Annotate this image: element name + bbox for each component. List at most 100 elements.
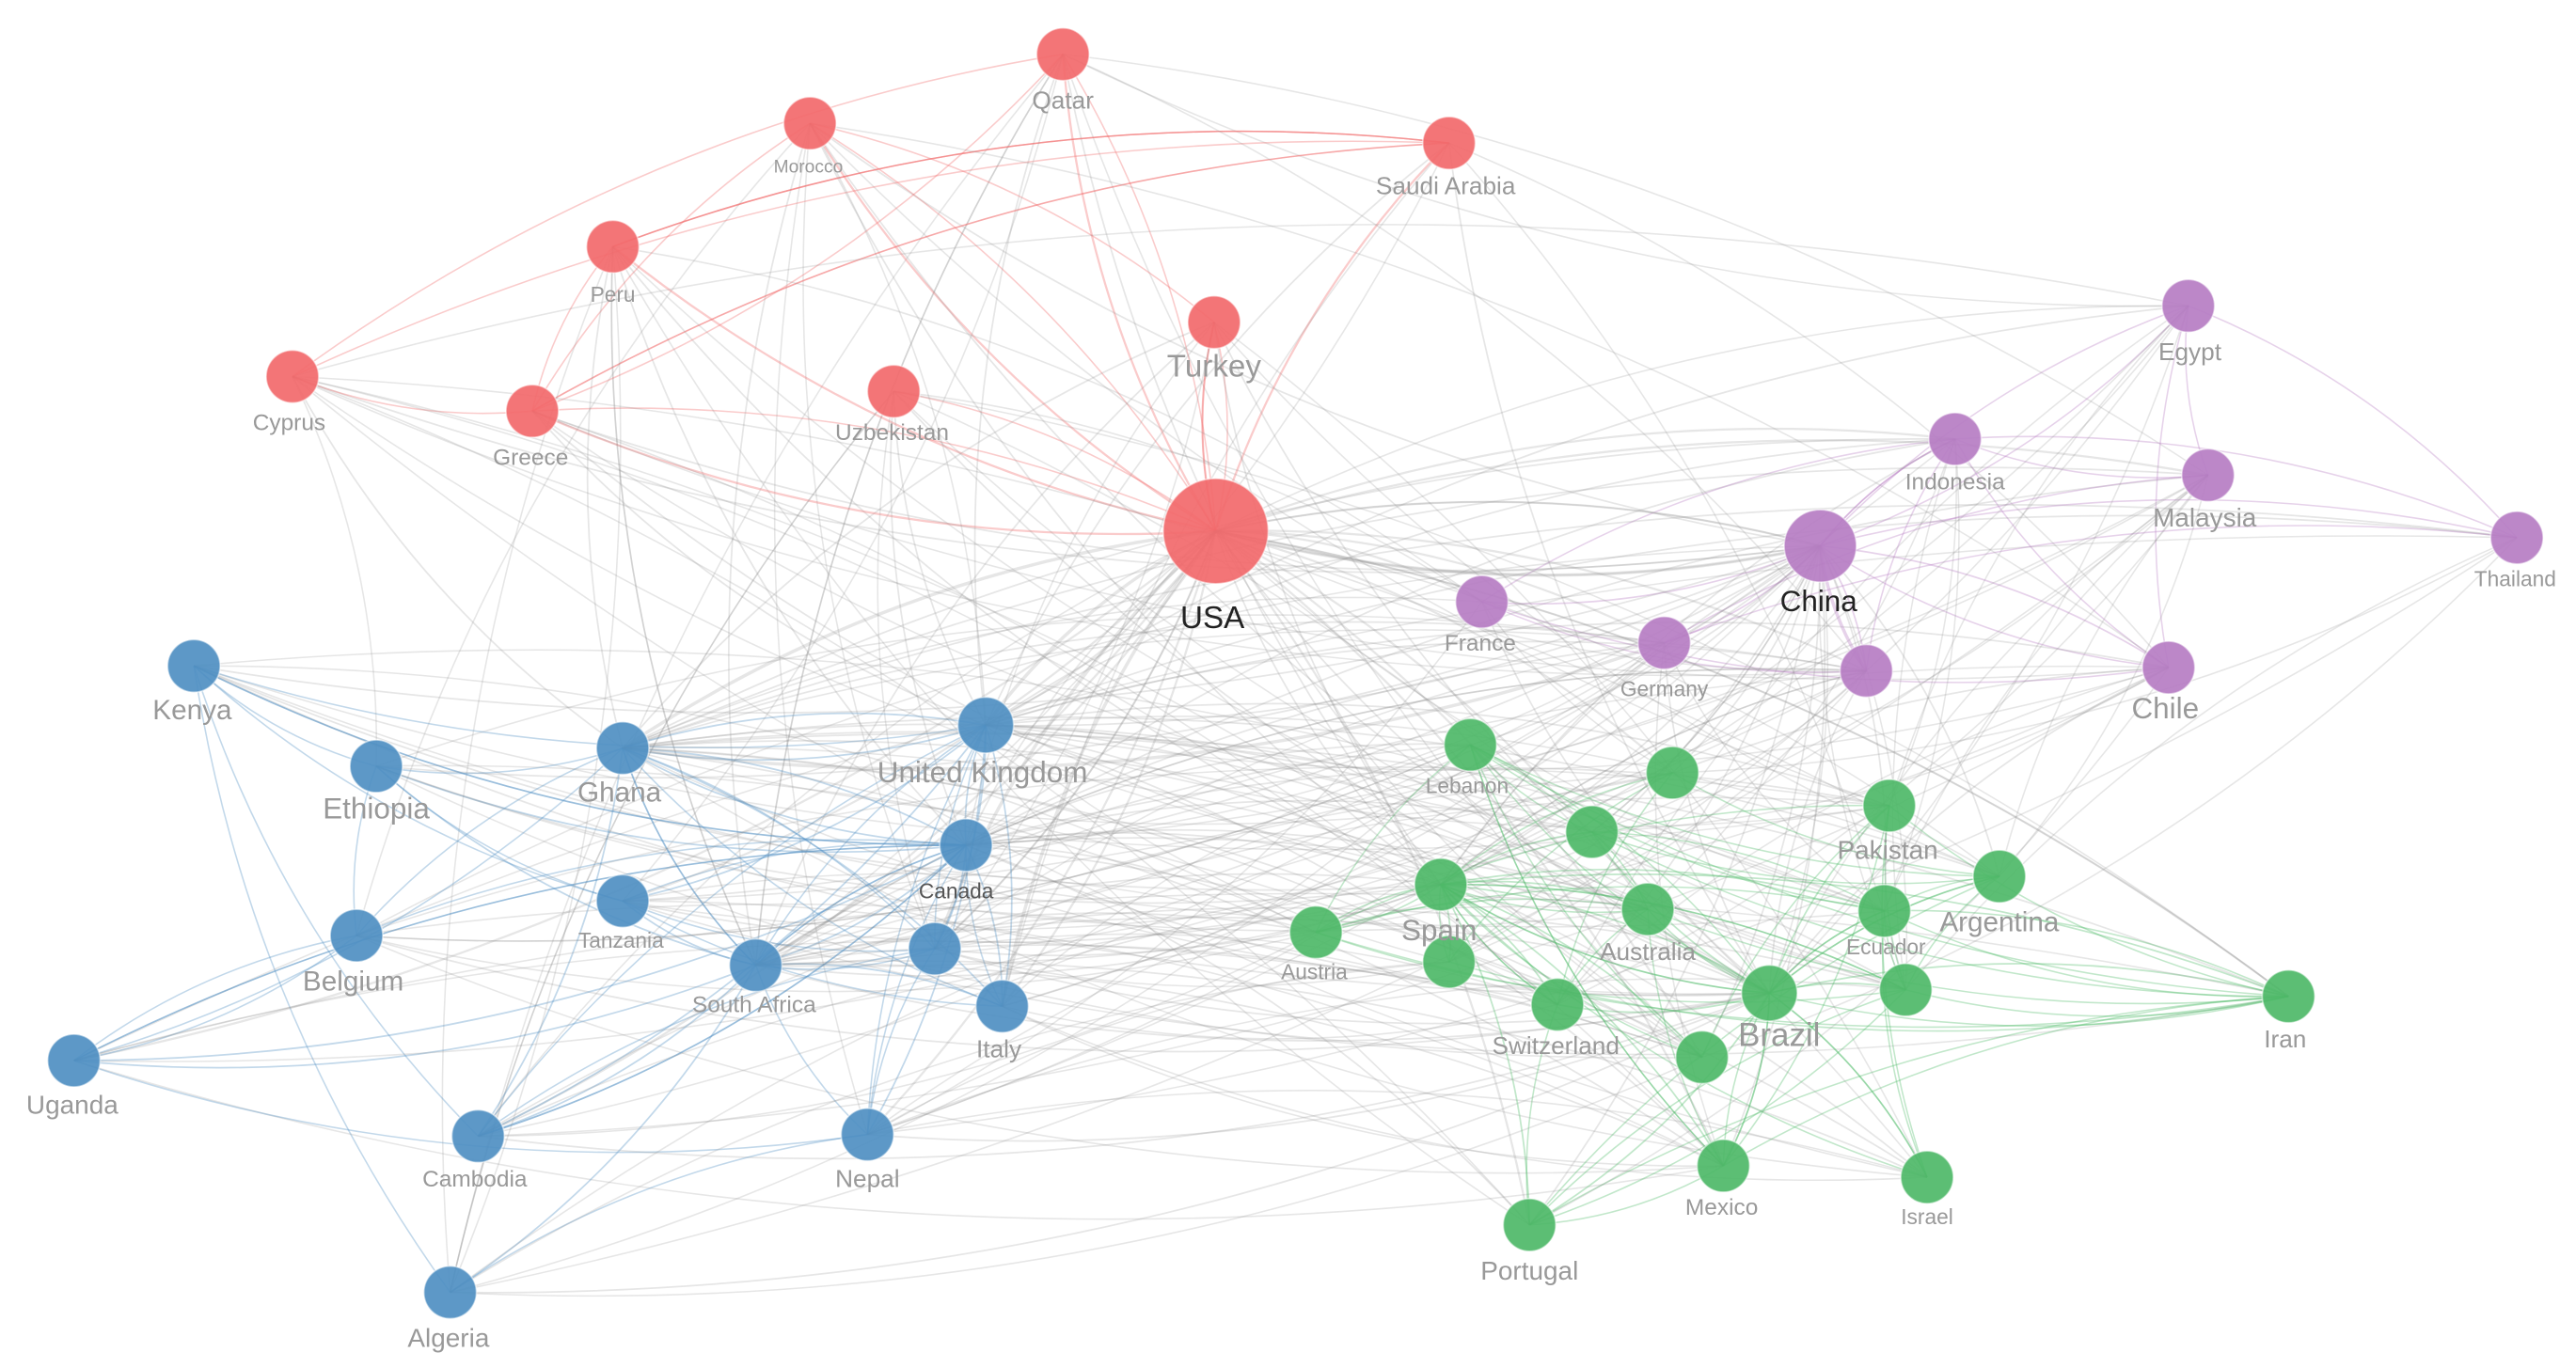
edge [966,828,1649,910]
node-label: USA [1180,601,1245,636]
node [1857,883,1912,938]
node-label: Egypt [2158,338,2222,366]
edge [986,544,1821,727]
edge [1591,831,1885,912]
edge [623,747,967,846]
edge [1213,322,1442,886]
edge [194,649,1885,912]
edge [755,641,1665,967]
edge [1214,530,1770,995]
node [329,908,384,963]
edge [1440,544,1821,886]
node [450,1109,506,1164]
node [866,364,922,419]
edge [1591,831,2289,998]
edge [1448,142,1907,990]
node [840,1107,895,1162]
edge [1889,438,1957,807]
edge [893,390,1483,603]
node [1696,1139,1751,1193]
node [1783,509,1857,583]
node [585,219,640,275]
edge [73,935,357,1061]
edge [477,948,936,1138]
edge [478,667,2170,1138]
edge [867,992,1770,1142]
edge [73,844,967,1061]
edge [478,844,967,1138]
edge [965,668,1867,846]
edge [1528,875,2000,1226]
edge [531,122,811,412]
node-label: Ecuador [1846,935,1926,959]
edge [356,747,624,936]
edge [1440,883,1906,991]
edge [1671,772,1999,877]
edge [1440,545,1822,886]
edge [973,54,1065,726]
edge [985,667,2170,772]
edge [1448,669,1867,963]
edge [754,530,1217,967]
edge [611,245,1442,886]
edge [893,390,1770,995]
edge [1215,529,1867,672]
edge [1002,1005,1724,1167]
node-label: Belgium [303,967,403,998]
edge [73,529,1217,1062]
edge [622,466,2208,749]
edge [622,437,1955,749]
edge [1647,908,2289,1005]
edge [292,53,1064,378]
node [1900,1150,1954,1204]
edge [586,246,624,748]
edge [610,246,757,966]
node-label: United Kingdom [877,756,1088,789]
node-label: Cyprus [253,411,325,436]
edge [450,1056,1703,1297]
edge [755,744,1471,967]
edge [622,724,987,903]
edge [1889,305,2189,807]
edge [292,376,378,766]
edge [375,765,624,903]
edge [965,743,1471,846]
edge [1954,435,2518,539]
edge [1481,438,1955,603]
edge [1819,545,2000,877]
node [974,979,1030,1034]
edge [754,844,967,967]
edge [809,122,1217,532]
edge [1722,545,1826,1167]
node-label: Austria [1281,959,1348,983]
edge [1647,909,1725,1167]
edge [450,474,2209,1294]
edge [1819,545,1888,911]
edge [73,940,1558,1061]
edge [193,665,967,846]
node-label: Spain [1401,914,1477,947]
edge [934,530,1217,950]
edge [754,844,967,967]
edge [965,530,1217,846]
edge [1002,744,1471,1007]
edge [755,884,1442,977]
edge [966,474,2209,846]
edge [1062,54,1703,1059]
edge [1700,805,1890,1058]
edge [1819,305,2189,547]
node [782,96,838,151]
edge [1440,868,1885,912]
edge [810,122,1215,323]
edge [611,245,1216,532]
edge [966,642,1665,846]
node-label: Greece [493,445,568,470]
edge [1954,438,2170,668]
node-label: Chile [2131,692,2199,725]
edge [1905,989,2289,1017]
edge [622,715,2000,877]
edge [1701,537,2518,1059]
edge [1002,1003,1558,1040]
edge [1214,530,1703,1059]
